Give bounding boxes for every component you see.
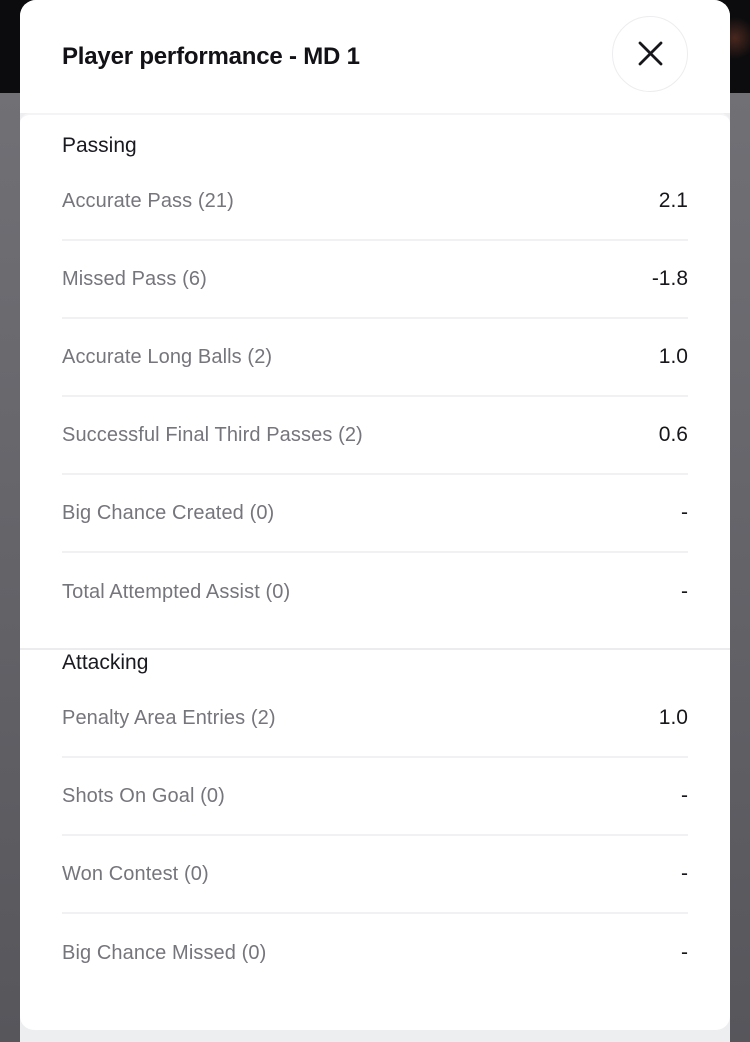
stat-label: Won Contest (0) <box>62 862 209 885</box>
stat-label: Missed Pass (6) <box>62 267 207 290</box>
stats-section: Attacking Penalty Area Entries (2) 1.0 Shot… <box>62 650 688 992</box>
stat-value: - <box>681 580 688 603</box>
stat-value: - <box>681 862 688 885</box>
stat-row: Successful Final Third Passes (2) 0.6 <box>62 397 688 475</box>
section-divider <box>20 648 730 650</box>
stat-label: Successful Final Third Passes (2) <box>62 423 363 446</box>
stat-label: Big Chance Created (0) <box>62 501 275 524</box>
stat-row: Big Chance Missed (0) - <box>62 914 688 992</box>
stat-row: Penalty Area Entries (2) 1.0 <box>62 680 688 758</box>
stat-row: Accurate Long Balls (2) 1.0 <box>62 319 688 397</box>
stat-label: Accurate Pass (21) <box>62 189 234 212</box>
stat-value: 2.1 <box>658 189 688 212</box>
stat-value: 0.6 <box>658 423 688 446</box>
stat-label: Big Chance Missed (0) <box>62 941 267 964</box>
close-icon <box>637 40 664 67</box>
modal-title: Player performance - MD 1 <box>62 42 360 70</box>
stat-label: Penalty Area Entries (2) <box>62 706 276 729</box>
stat-row: Won Contest (0) - <box>62 836 688 914</box>
modal-header: Player performance - MD 1 <box>20 0 730 113</box>
stat-row: Big Chance Created (0) - <box>62 475 688 553</box>
stat-value: - <box>681 941 688 964</box>
stat-row: Accurate Pass (21) 2.1 <box>62 163 688 241</box>
stat-row: Shots On Goal (0) - <box>62 758 688 836</box>
stats-list: Passing Accurate Pass (21) 2.1 Missed Pass … <box>20 113 730 1030</box>
stat-value: 1.0 <box>658 345 688 368</box>
stat-value: -1.8 <box>651 267 688 290</box>
player-performance-modal: Player performance - MD 1 Passing Accurat… <box>20 0 730 1042</box>
section-title: Passing <box>62 134 137 157</box>
stat-value: 1.0 <box>658 706 688 729</box>
close-button[interactable] <box>612 15 688 92</box>
stat-value: - <box>681 784 688 807</box>
stats-section: Passing Accurate Pass (21) 2.1 Missed Pass … <box>62 133 688 631</box>
stat-label: Total Attempted Assist (0) <box>62 580 291 603</box>
stat-value: - <box>681 501 688 524</box>
stat-label: Accurate Long Balls (2) <box>62 345 273 368</box>
stat-row: Total Attempted Assist (0) - <box>62 553 688 631</box>
stat-row: Missed Pass (6) -1.8 <box>62 241 688 319</box>
section-title: Attacking <box>62 651 149 674</box>
stat-label: Shots On Goal (0) <box>62 784 225 807</box>
